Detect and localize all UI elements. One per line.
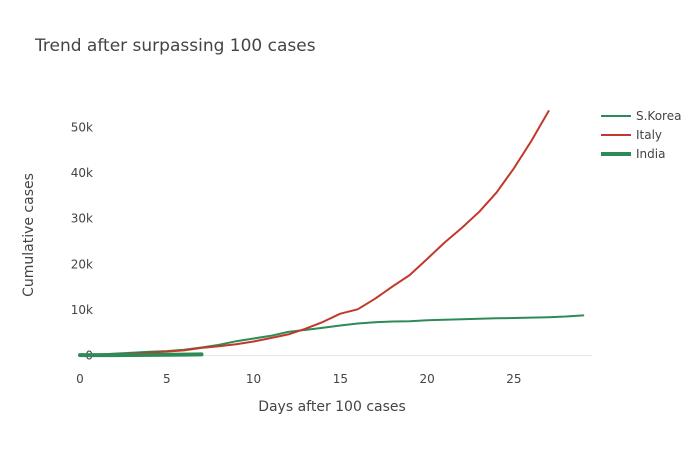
legend-item[interactable]: India [601, 147, 665, 161]
x-tick-label: 0 [76, 372, 84, 386]
legend-label: Italy [636, 128, 662, 142]
legend-label: India [636, 147, 665, 161]
y-tick-label: 50k [71, 120, 93, 134]
chart-title: Trend after surpassing 100 cases [34, 36, 316, 56]
x-tick-label: 20 [419, 372, 434, 386]
x-tick-label: 25 [506, 372, 521, 386]
series-line-italy[interactable] [79, 110, 550, 356]
x-tick-label: 10 [246, 372, 261, 386]
series-line-s-korea[interactable] [79, 314, 585, 357]
x-tick-label: 15 [333, 372, 348, 386]
legend[interactable]: S.Korea Italy India [601, 109, 681, 161]
legend-item[interactable]: Italy [601, 128, 662, 142]
series-line-india[interactable] [78, 352, 204, 358]
legend-label: S.Korea [636, 109, 681, 123]
y-tick-label: 20k [71, 257, 93, 271]
legend-item[interactable]: S.Korea [601, 109, 681, 123]
y-axis-label: Cumulative cases [21, 173, 37, 297]
x-tick-label: 5 [163, 372, 171, 386]
y-tick-label: 10k [71, 303, 93, 317]
y-tick-label: 40k [71, 166, 93, 180]
x-axis-label: Days after 100 cases [258, 399, 406, 415]
y-tick-label: 30k [71, 212, 93, 226]
